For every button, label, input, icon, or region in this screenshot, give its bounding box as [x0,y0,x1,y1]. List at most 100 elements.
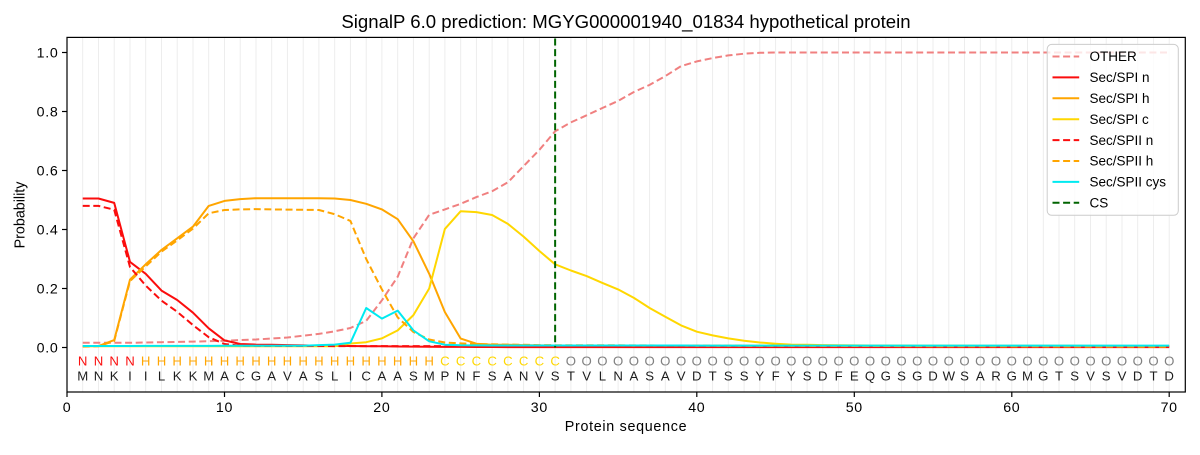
svg-text:Sec/SPII n: Sec/SPII n [1090,133,1154,148]
svg-text:50: 50 [846,400,863,416]
svg-text:H: H [330,353,340,368]
svg-text:Probability: Probability [13,181,29,249]
svg-text:G: G [1007,368,1017,383]
svg-text:O: O [944,353,954,368]
svg-text:O: O [1117,353,1127,368]
svg-text:S: S [409,368,418,383]
svg-text:H: H [188,353,198,368]
svg-text:H: H [157,353,167,368]
svg-text:0.2: 0.2 [37,282,59,298]
svg-text:0: 0 [63,400,72,416]
svg-text:T: T [1149,368,1157,383]
svg-text:V: V [677,368,686,383]
svg-text:H: H [235,353,245,368]
svg-text:Q: Q [865,368,875,383]
svg-text:N: N [456,368,466,383]
svg-text:H: H [141,353,151,368]
svg-text:H: H [361,353,371,368]
svg-text:A: A [504,368,513,383]
svg-text:Protein sequence: Protein sequence [565,419,687,435]
svg-text:N: N [94,368,104,383]
svg-text:H: H [220,353,230,368]
svg-text:O: O [566,353,576,368]
svg-text:Y: Y [787,368,796,383]
svg-text:F: F [772,368,780,383]
svg-text:30: 30 [531,400,548,416]
svg-text:H: H [283,353,293,368]
svg-text:F: F [472,368,480,383]
svg-text:O: O [1101,353,1111,368]
svg-text:H: H [377,353,387,368]
svg-text:S: S [488,368,497,383]
svg-text:D: D [1133,368,1143,383]
svg-text:A: A [378,368,387,383]
svg-text:H: H [424,353,434,368]
svg-text:O: O [991,353,1001,368]
svg-text:10: 10 [216,400,233,416]
svg-text:O: O [1133,353,1143,368]
svg-text:S: S [724,368,733,383]
svg-text:Sec/SPI h: Sec/SPI h [1090,91,1150,106]
svg-text:Sec/SPII cys: Sec/SPII cys [1090,175,1167,190]
svg-text:N: N [109,353,119,368]
svg-text:C: C [550,353,560,368]
svg-text:S: S [315,368,324,383]
svg-text:L: L [331,368,338,383]
svg-text:Sec/SPII h: Sec/SPII h [1090,154,1154,169]
svg-text:O: O [707,353,717,368]
svg-text:H: H [251,353,261,368]
svg-text:O: O [1054,353,1064,368]
svg-text:O: O [959,353,969,368]
svg-text:I: I [144,368,148,383]
svg-text:Sec/SPI c: Sec/SPI c [1090,112,1150,127]
svg-text:A: A [630,368,639,383]
svg-text:C: C [440,353,450,368]
svg-text:O: O [1022,353,1032,368]
svg-text:A: A [976,368,985,383]
svg-text:O: O [802,353,812,368]
svg-text:S: S [803,368,812,383]
svg-text:A: A [220,368,229,383]
svg-text:W: W [943,368,956,383]
svg-text:V: V [283,368,292,383]
svg-text:O: O [692,353,702,368]
svg-text:S: S [1070,368,1079,383]
svg-text:V: V [1118,368,1127,383]
svg-text:O: O [975,353,985,368]
svg-text:1.0: 1.0 [37,46,59,62]
svg-text:O: O [770,353,780,368]
svg-text:O: O [629,353,639,368]
svg-text:S: S [897,368,906,383]
svg-text:C: C [456,353,466,368]
svg-text:O: O [865,353,875,368]
svg-text:V: V [535,368,544,383]
svg-text:O: O [786,353,796,368]
svg-text:O: O [739,353,749,368]
svg-text:O: O [1038,353,1048,368]
svg-text:I: I [128,368,132,383]
svg-text:0.8: 0.8 [37,105,59,121]
svg-text:SignalP 6.0 prediction: MGYG00: SignalP 6.0 prediction: MGYG000001940_01… [341,11,910,33]
svg-text:M: M [1022,368,1033,383]
svg-text:L: L [158,368,165,383]
svg-text:H: H [172,353,182,368]
svg-text:C: C [487,353,497,368]
svg-text:N: N [519,368,529,383]
svg-text:K: K [110,368,119,383]
svg-text:S: S [740,368,749,383]
svg-text:N: N [613,368,623,383]
svg-text:P: P [441,368,450,383]
svg-text:60: 60 [1003,400,1020,416]
svg-text:S: S [960,368,969,383]
svg-text:C: C [519,353,529,368]
svg-text:D: D [1164,368,1174,383]
svg-text:O: O [723,353,733,368]
svg-text:O: O [1070,353,1080,368]
svg-text:V: V [1086,368,1095,383]
svg-text:H: H [314,353,324,368]
svg-text:K: K [173,368,182,383]
svg-text:Y: Y [755,368,764,383]
svg-text:O: O [881,353,891,368]
svg-text:H: H [409,353,419,368]
svg-text:C: C [535,353,545,368]
